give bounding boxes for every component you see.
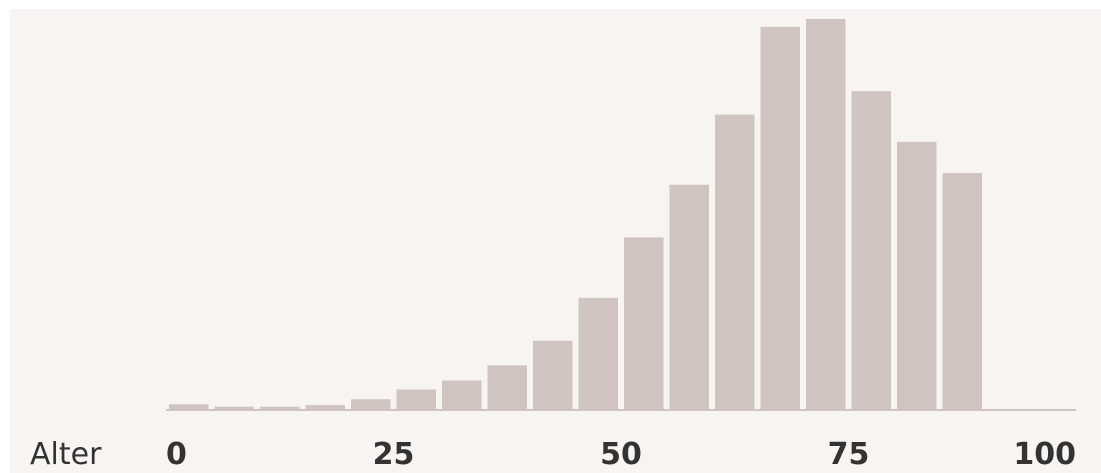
bar-20-25 bbox=[351, 399, 391, 409]
x-tick-label-100: 100 bbox=[1013, 437, 1076, 472]
bar-15-20 bbox=[305, 405, 345, 409]
bar-70-75 bbox=[806, 19, 846, 409]
bar-55-60 bbox=[669, 184, 709, 409]
x-axis-label: Alter bbox=[30, 437, 102, 472]
x-tick-label-0: 0 bbox=[166, 437, 187, 472]
x-tick-label-25: 25 bbox=[373, 437, 415, 472]
bar-50-55 bbox=[624, 237, 664, 409]
bar-0-5 bbox=[169, 404, 209, 409]
x-tick-label-50: 50 bbox=[600, 437, 642, 472]
x-tick-labels: 0 25 50 75 100 bbox=[166, 437, 1076, 472]
bar-85-90 bbox=[942, 173, 982, 409]
bar-30-35 bbox=[442, 380, 482, 409]
chart-area: 0 25 50 75 100 Alter bbox=[10, 9, 1101, 473]
bar-35-40 bbox=[487, 365, 527, 409]
bar-75-80 bbox=[851, 91, 891, 410]
bar-65-70 bbox=[760, 26, 800, 410]
bar-60-65 bbox=[715, 114, 755, 410]
histogram-chart: 0 25 50 75 100 Alter bbox=[30, 19, 1076, 472]
bar-40-45 bbox=[533, 340, 573, 409]
bar-10-15 bbox=[260, 406, 300, 409]
bar-80-85 bbox=[897, 141, 937, 409]
bar-5-10 bbox=[214, 406, 254, 409]
bars-group bbox=[169, 19, 982, 410]
bar-45-50 bbox=[578, 297, 618, 409]
bar-25-30 bbox=[396, 389, 436, 409]
x-tick-label-75: 75 bbox=[828, 437, 870, 472]
